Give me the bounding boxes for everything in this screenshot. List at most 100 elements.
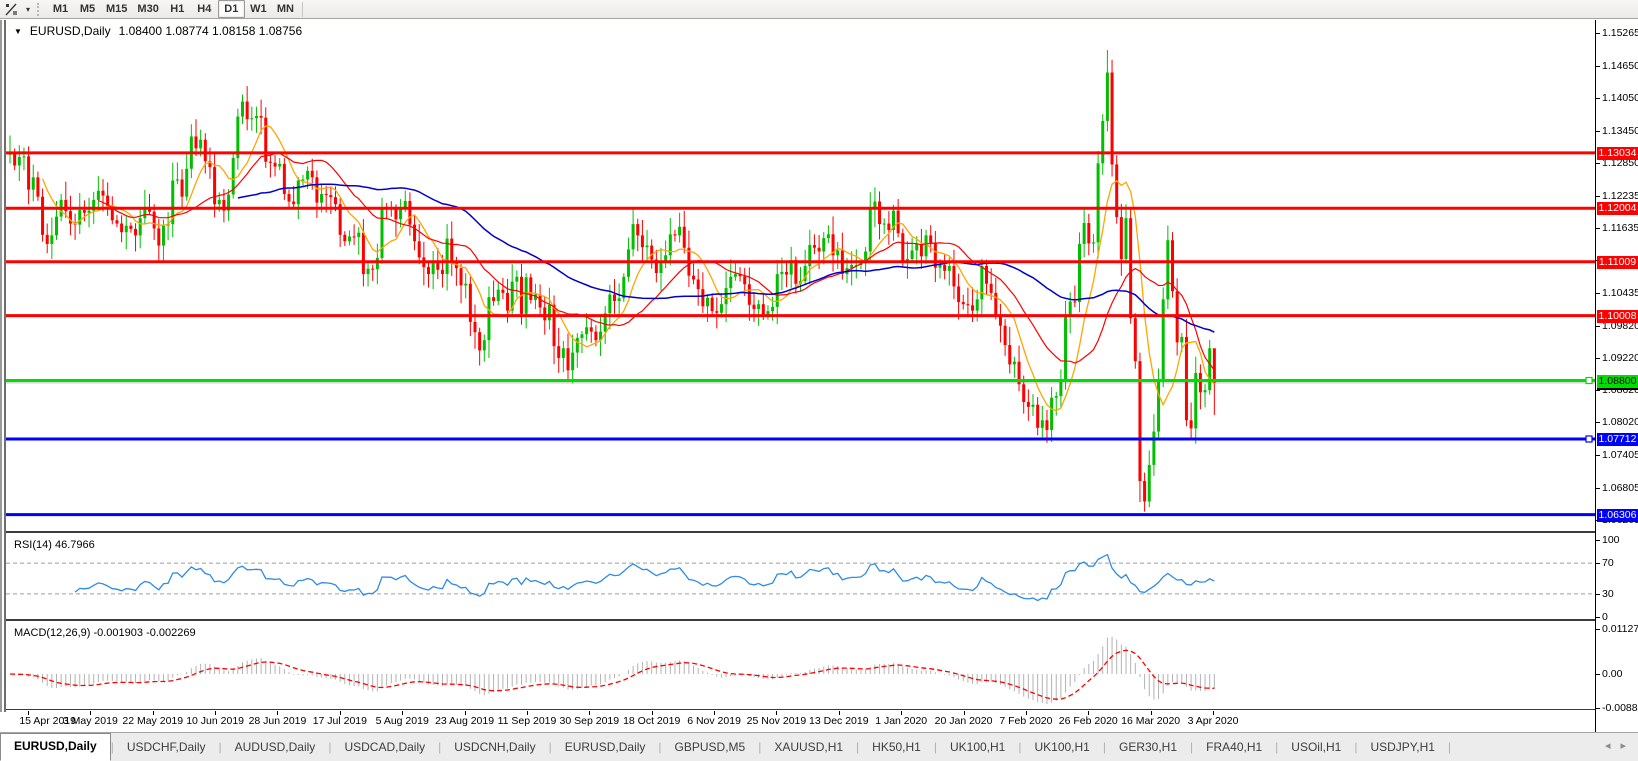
candle-body: [41, 196, 45, 235]
candle-body: [357, 232, 361, 237]
macd-panel[interactable]: MACD(12,26,9) -0.001903 -0.002269: [6, 624, 1595, 710]
candle-body: [1101, 120, 1105, 164]
candle-body: [640, 235, 644, 248]
level-price-label: 1.10008: [1597, 309, 1638, 323]
tabs-scroll-right-icon[interactable]: ▸: [1620, 740, 1626, 752]
crosshair-tool-button[interactable]: [0, 0, 23, 18]
chart-menu-caret-icon[interactable]: ▼: [14, 26, 22, 36]
chart-tab-11[interactable]: GER30,H1: [1118, 740, 1178, 754]
chart-title: ▼ EURUSD,Daily 1.08400 1.08774 1.08158 1…: [14, 24, 302, 38]
moving-average-line: [98, 152, 1215, 371]
candle-body: [199, 139, 203, 149]
date-axis-tick: [526, 711, 528, 715]
chart-tab-6[interactable]: GBPUSD,M5: [674, 740, 746, 754]
timeframe-button-mn[interactable]: MN: [276, 3, 294, 15]
chart-tab-9[interactable]: UK100,H1: [949, 740, 1006, 754]
candle-body: [989, 283, 993, 293]
chart-tab-7[interactable]: XAUUSD,H1: [774, 740, 844, 754]
toolbar-grip[interactable]: [37, 2, 41, 16]
price-axis-tick: [1596, 487, 1600, 489]
price-axis-label: 1.15265: [1602, 27, 1638, 39]
candle-body: [259, 116, 263, 118]
timeframe-button-d1[interactable]: D1: [217, 0, 245, 18]
chart-tab-0[interactable]: EURUSD,Daily: [0, 733, 111, 761]
candle-body: [645, 245, 649, 248]
price-axis-label: 1.09220: [1602, 351, 1638, 364]
timeframe-button-m1[interactable]: M1: [52, 3, 69, 15]
candle-body: [659, 262, 663, 274]
timeframe-button-w1[interactable]: W1: [250, 3, 267, 15]
candle-body: [203, 139, 207, 162]
candle-body: [710, 297, 714, 312]
macd-axis-label: -0.008845: [1602, 702, 1638, 714]
candle-body: [87, 210, 91, 213]
candle-body: [245, 101, 249, 120]
candle-body: [985, 266, 988, 284]
candle-body: [427, 267, 430, 275]
candle-body: [668, 234, 672, 256]
candle-body: [50, 235, 54, 244]
rsi-axis-label: 30: [1602, 587, 1614, 600]
chart-tab-8[interactable]: HK50,H1: [872, 740, 921, 754]
timeframe-button-h1[interactable]: H1: [170, 3, 185, 15]
candle-body: [603, 313, 607, 332]
chart-tab-3[interactable]: USDCAD,Daily: [344, 740, 426, 754]
date-axis-tick: [838, 711, 840, 715]
chart-tab-12[interactable]: FRA40,H1: [1206, 740, 1263, 754]
candle-body: [143, 207, 147, 219]
candle-body: [771, 306, 775, 312]
chart-tab-10[interactable]: UK100,H1: [1034, 740, 1090, 754]
chart-tab-1[interactable]: USDCHF,Daily: [126, 740, 206, 754]
rsi-panel[interactable]: RSI(14) 46.7966: [6, 536, 1595, 621]
timeframe-toolbar: M1 M5 M15 M30 H1 H4 D1 W1 MN: [47, 0, 299, 18]
chart-tab-5[interactable]: EURUSD,Daily: [564, 740, 646, 754]
candle-body: [213, 167, 217, 205]
candle-body: [1208, 348, 1212, 391]
line-handle[interactable]: [1585, 376, 1593, 385]
candle-body: [1161, 299, 1165, 380]
moving-average-line: [237, 183, 1215, 333]
timeframe-button-m15[interactable]: M15: [106, 3, 128, 15]
main-chart-panel[interactable]: ▼ EURUSD,Daily 1.08400 1.08774 1.08158 1…: [6, 20, 1595, 533]
candle-body: [952, 266, 956, 287]
date-axis-tick: [1150, 711, 1152, 715]
candle-body: [775, 274, 779, 307]
date-axis-label: 17 Jul 2019: [312, 715, 367, 727]
tabs-scroll-left-icon[interactable]: ◂: [1604, 740, 1611, 752]
price-axis-label: 1.10435: [1602, 286, 1638, 299]
tool-dropdown-caret-icon[interactable]: ▾: [26, 4, 31, 14]
candle-body: [217, 199, 221, 205]
candle-body: [878, 201, 882, 225]
tab-separator: |: [1354, 740, 1358, 754]
candle-body: [194, 136, 198, 149]
price-axis-label: 1.09820: [1602, 319, 1638, 332]
candle-body: [110, 205, 114, 221]
timeframe-button-m30[interactable]: M30: [137, 3, 159, 15]
candle-body: [1115, 164, 1119, 218]
candle-body: [68, 211, 72, 224]
candle-body: [654, 259, 658, 274]
price-axis-tick: [1596, 390, 1600, 392]
date-axis-tick: [215, 711, 217, 715]
candle-body: [1026, 402, 1030, 407]
candle-body: [287, 193, 291, 202]
timeframe-button-m5[interactable]: M5: [79, 3, 96, 15]
rsi-axis-label: 100: [1602, 534, 1620, 546]
chart-tab-4[interactable]: USDCNH,Daily: [454, 740, 536, 754]
candle-body: [924, 235, 928, 257]
date-axis[interactable]: 15 Apr 2019 3 May 2019 22 May 2019 10 Jun 2…: [6, 711, 1595, 732]
macd-axis-tick: [1596, 674, 1600, 675]
line-handle[interactable]: [1585, 435, 1593, 443]
candle-body: [120, 223, 124, 233]
candle-body: [585, 327, 589, 335]
date-axis-tick: [402, 711, 404, 715]
candle-body: [320, 193, 324, 203]
chart-tab-13[interactable]: USOil,H1: [1291, 740, 1342, 754]
price-axis-tick: [1596, 195, 1600, 197]
tab-separator: |: [328, 740, 332, 754]
price-axis[interactable]: 1.15265 1.14650 1.14050 1.13450 1.12850 1.122…: [1595, 20, 1638, 732]
timeframe-button-h4[interactable]: H4: [197, 3, 212, 15]
chart-tab-14[interactable]: USDJPY,H1: [1370, 740, 1435, 754]
candle-body: [887, 223, 891, 231]
chart-tab-2[interactable]: AUDUSD,Daily: [234, 740, 316, 754]
